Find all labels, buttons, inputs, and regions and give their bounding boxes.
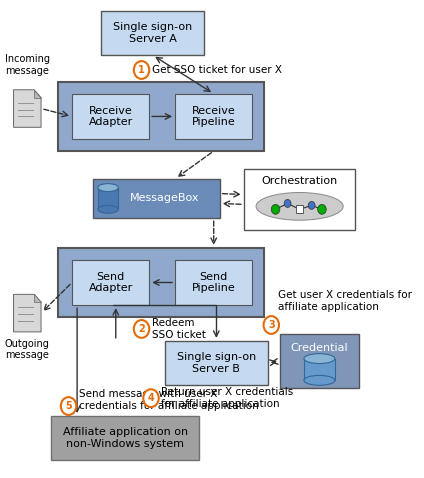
Circle shape [143, 389, 159, 407]
Bar [72, 260, 149, 305]
Text: Affiliate application on
non-Windows system: Affiliate application on non-Windows sys… [63, 427, 188, 449]
Polygon shape [34, 90, 41, 98]
Circle shape [308, 201, 315, 209]
Text: 3: 3 [268, 320, 275, 330]
Circle shape [134, 320, 149, 338]
Text: Get SSO ticket for user X: Get SSO ticket for user X [152, 65, 282, 75]
Text: Send
Adapter: Send Adapter [89, 272, 133, 293]
Text: 4: 4 [148, 393, 154, 403]
Bar [165, 341, 268, 385]
Bar [280, 334, 359, 388]
Circle shape [284, 199, 291, 207]
Bar [244, 169, 355, 230]
Ellipse shape [304, 375, 335, 385]
Circle shape [271, 205, 280, 214]
Text: 5: 5 [65, 401, 72, 411]
Circle shape [264, 316, 279, 334]
Text: Single sign-on
Server A: Single sign-on Server A [113, 22, 192, 43]
Bar [296, 206, 303, 213]
Polygon shape [14, 294, 41, 332]
Ellipse shape [256, 193, 343, 220]
Text: Get user X credentials for
affiliate application: Get user X credentials for affiliate app… [278, 291, 412, 312]
Bar [304, 358, 335, 380]
Polygon shape [14, 90, 41, 127]
Text: Send
Pipeline: Send Pipeline [192, 272, 236, 293]
Polygon shape [34, 294, 41, 302]
Bar [58, 82, 265, 151]
Text: Receive
Adapter: Receive Adapter [89, 106, 133, 127]
Text: Single sign-on
Server B: Single sign-on Server B [177, 352, 256, 374]
Ellipse shape [98, 206, 118, 213]
Text: Return user X credentials
for affiliate application: Return user X credentials for affiliate … [161, 387, 293, 409]
Bar [72, 94, 149, 139]
Bar [51, 416, 199, 460]
Bar [58, 248, 265, 317]
Circle shape [61, 397, 76, 415]
Bar [92, 179, 220, 218]
Text: Orchestration: Orchestration [262, 176, 338, 185]
Ellipse shape [98, 184, 118, 192]
Bar [175, 94, 252, 139]
Text: Send message with user X
credentials for affiliate application: Send message with user X credentials for… [79, 389, 259, 411]
Bar [175, 260, 252, 305]
Text: Incoming
message: Incoming message [5, 54, 50, 76]
Text: 1: 1 [138, 65, 145, 75]
Text: 2: 2 [138, 324, 145, 334]
Text: Credential: Credential [290, 343, 348, 353]
Circle shape [134, 61, 149, 79]
Text: Outgoing
message: Outgoing message [5, 339, 50, 360]
Text: Receive
Pipeline: Receive Pipeline [192, 106, 236, 127]
Ellipse shape [304, 354, 335, 364]
Circle shape [318, 205, 326, 214]
Bar [98, 187, 118, 209]
Bar [101, 11, 204, 55]
Text: Redeem
SSO ticket: Redeem SSO ticket [152, 318, 206, 340]
Text: MessageBox: MessageBox [130, 194, 200, 204]
